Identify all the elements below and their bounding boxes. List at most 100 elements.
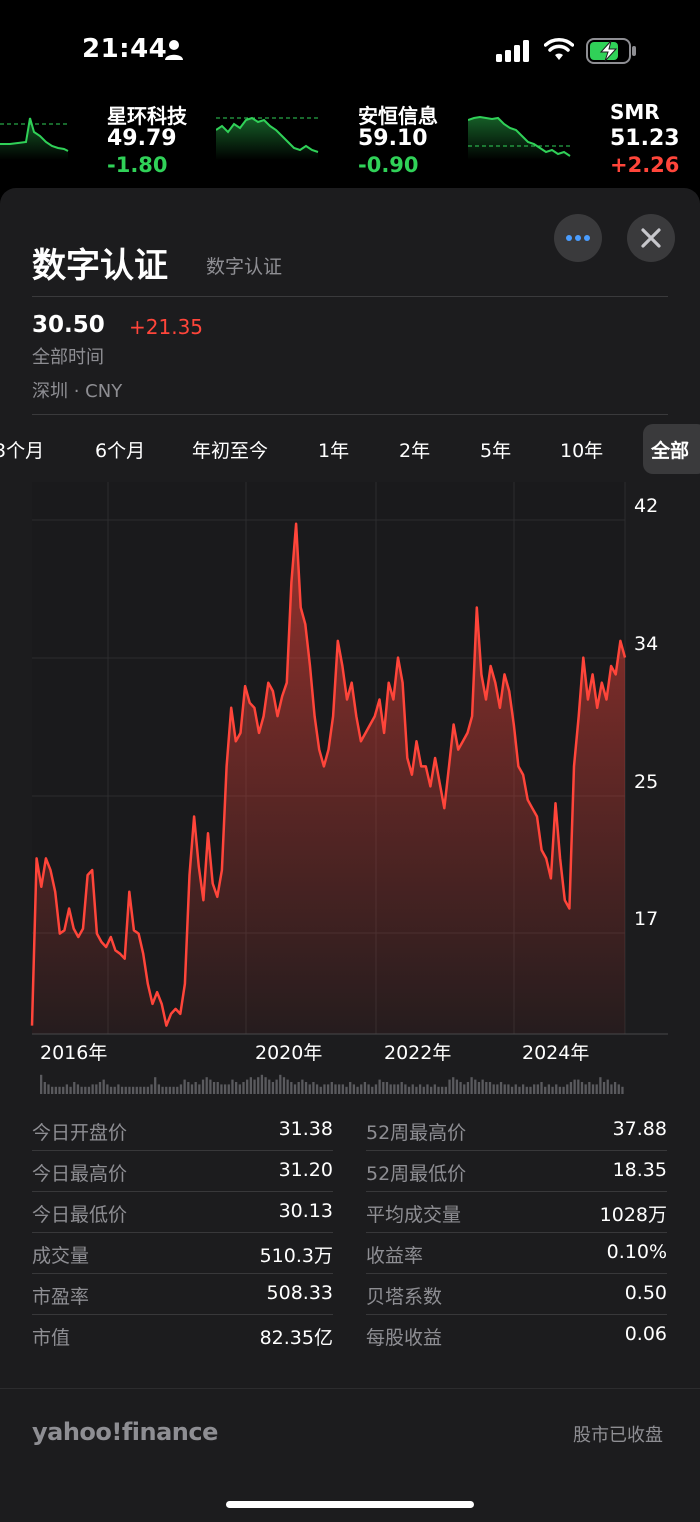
stat-value: 30.13 <box>278 1200 333 1222</box>
volume-bar <box>161 1086 164 1094</box>
volume-bar <box>282 1077 286 1094</box>
stat-row: 成交量 510.3万 <box>32 1233 333 1274</box>
tab-all-label: 全部 <box>651 440 690 462</box>
volume-bar <box>433 1084 436 1094</box>
ticker-name: 星环科技 <box>107 104 187 128</box>
ticker-name: 安恒信息 <box>358 104 438 128</box>
price-chart[interactable]: 42 34 25 17 2016年 2020年 2022年 2024年 <box>0 482 700 1302</box>
stat-value: 18.35 <box>612 1159 667 1181</box>
tab-1-year[interactable]: 1年 <box>318 440 350 462</box>
stat-row: 今日最低价 30.13 <box>32 1192 333 1233</box>
volume-bar <box>521 1084 525 1094</box>
x-tick-label: 2022年 <box>384 1042 451 1064</box>
stat-label: 贝塔系数 <box>366 1286 443 1308</box>
volume-bar <box>569 1082 573 1094</box>
volume-bar <box>555 1084 558 1094</box>
stat-label: 成交量 <box>32 1245 90 1267</box>
divider <box>32 296 668 297</box>
volume-bar <box>389 1084 392 1094</box>
volume-bar <box>308 1084 311 1094</box>
period-label: 全部时间 <box>32 347 104 368</box>
battery-charging-icon <box>586 38 636 64</box>
divider <box>32 414 668 415</box>
stat-value: 82.35亿 <box>259 1327 333 1349</box>
volume-bar <box>437 1086 440 1094</box>
volume-bar <box>518 1086 521 1094</box>
volume-bar <box>268 1079 271 1094</box>
volume-bar <box>396 1084 400 1094</box>
volume-bar <box>474 1079 477 1094</box>
home-indicator[interactable] <box>226 1501 474 1508</box>
volume-bar <box>540 1082 543 1094</box>
volume-bar <box>235 1082 238 1094</box>
volume-bar <box>525 1086 528 1094</box>
volume-bar <box>84 1086 87 1094</box>
tab-ytd[interactable]: 年初至今 <box>192 440 269 462</box>
exchange-currency: 深圳 · CNY <box>32 381 123 402</box>
more-options-button[interactable] <box>554 214 602 262</box>
volume-bar <box>209 1079 212 1094</box>
volume-bar <box>463 1084 466 1094</box>
row-divider <box>32 1232 333 1233</box>
volume-bar <box>135 1086 138 1094</box>
volume-bar <box>378 1079 381 1094</box>
volume-bar <box>488 1082 492 1094</box>
volume-bar <box>264 1077 267 1094</box>
row-divider <box>366 1273 667 1274</box>
volume-bar <box>168 1086 172 1094</box>
ticker-strip[interactable]: 星环科技 49.79 -1.80 安恒信息 59.10 -0.90 SMR 51… <box>0 96 700 186</box>
stat-label: 今日最高价 <box>32 1163 128 1185</box>
tab-all[interactable]: 全部 <box>643 424 700 474</box>
tab-10-years[interactable]: 10年 <box>560 440 604 462</box>
ticker-sparkline-3 <box>468 115 571 160</box>
stat-value: 31.20 <box>278 1159 333 1181</box>
volume-bar <box>441 1086 444 1094</box>
person-icon <box>165 40 183 60</box>
ticker-name: SMR <box>610 100 660 124</box>
tab-6-months[interactable]: 6个月 <box>95 440 146 462</box>
volume-bar <box>503 1084 506 1094</box>
tab-3-months[interactable]: 3个月 <box>0 440 45 462</box>
volume-bar <box>176 1086 179 1094</box>
divider <box>0 1388 700 1389</box>
close-button[interactable] <box>627 214 675 262</box>
volume-bar <box>374 1084 378 1094</box>
volume-bar <box>51 1086 54 1094</box>
volume-bar <box>223 1084 227 1094</box>
stat-label: 市值 <box>32 1327 71 1349</box>
tab-2-years[interactable]: 2年 <box>399 440 431 462</box>
y-tick-label: 17 <box>634 908 658 930</box>
volume-bar <box>577 1079 580 1094</box>
current-price: 30.50 <box>32 312 105 338</box>
volume-bar <box>319 1086 322 1094</box>
row-divider <box>32 1273 333 1274</box>
ticker-price: 59.10 <box>358 126 428 151</box>
volume-bar <box>499 1082 503 1094</box>
volume-bar <box>595 1084 598 1094</box>
volume-bar <box>492 1084 495 1094</box>
volume-bar <box>76 1084 80 1094</box>
tab-5-years[interactable]: 5年 <box>480 440 512 462</box>
volume-bar <box>43 1082 46 1094</box>
ticker-change: -0.90 <box>358 153 419 177</box>
stat-label: 今日开盘价 <box>32 1122 128 1144</box>
volume-bar <box>69 1086 72 1094</box>
row-divider <box>366 1191 667 1192</box>
volume-bar <box>536 1084 539 1094</box>
x-tick-label: 2024年 <box>522 1042 589 1064</box>
ticker-change: -1.80 <box>107 153 168 177</box>
volume-bar <box>485 1082 488 1094</box>
volume-bar <box>448 1079 451 1094</box>
yahoo-finance-logo[interactable]: yahoo!finance <box>32 1418 218 1446</box>
volume-bar <box>323 1084 326 1094</box>
x-tick-label: 2016年 <box>40 1042 107 1064</box>
stat-row: 52周最低价 18.35 <box>366 1151 667 1192</box>
stat-row: 今日最高价 31.20 <box>32 1151 333 1192</box>
ticker-price: 49.79 <box>107 126 177 151</box>
volume-bar <box>558 1086 562 1094</box>
volume-bar <box>326 1084 330 1094</box>
volume-bar <box>566 1084 569 1094</box>
volume-bar <box>253 1079 256 1094</box>
volume-bar <box>621 1086 624 1094</box>
volume-bar <box>183 1079 186 1094</box>
